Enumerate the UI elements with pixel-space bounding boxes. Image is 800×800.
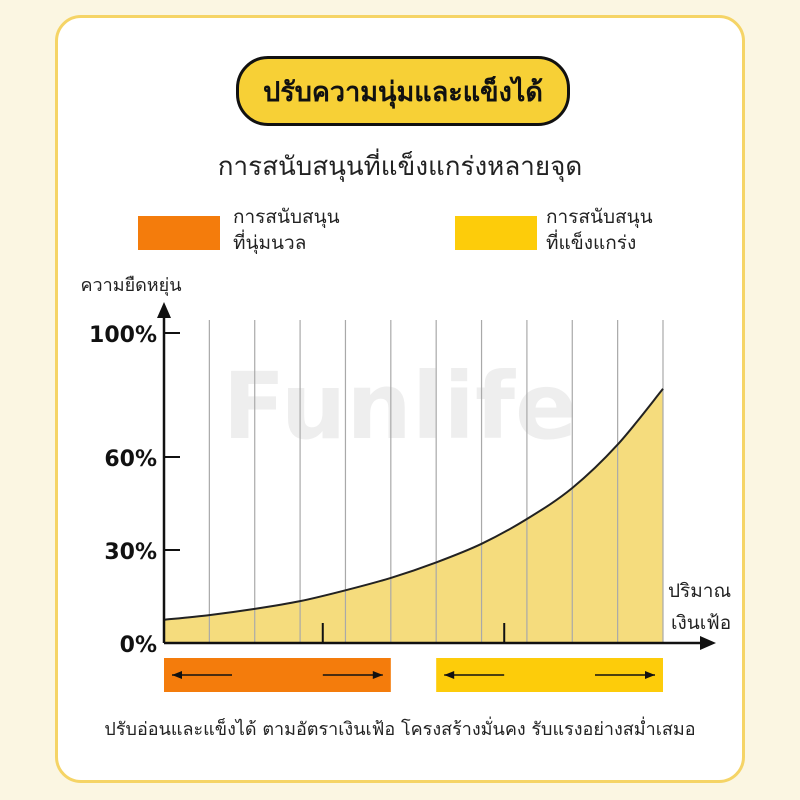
x-axis-arrow xyxy=(700,636,716,650)
y-tick-label-3: 100% xyxy=(89,323,157,348)
page-title: ปรับความนุ่มและแข็งได้ xyxy=(263,76,543,108)
card-frame xyxy=(55,15,745,783)
legend-firm-line2: ที่แข็งแกร่ง xyxy=(546,232,637,254)
legend-label-firm: การสนับสนุน ที่แข็งแกร่ง xyxy=(546,204,653,256)
legend-soft-line1: การสนับสนุน xyxy=(233,206,340,228)
y-tick-label-0: 0% xyxy=(120,633,157,658)
y-axis-arrow xyxy=(157,302,171,318)
range-arrow-right-head-soft xyxy=(372,671,383,679)
x-axis-title-line2: เงินเฟ้อ xyxy=(671,612,731,634)
y-tick-label-1: 30% xyxy=(104,540,157,565)
y-tick-label-2: 60% xyxy=(104,447,157,472)
elasticity-curve xyxy=(163,388,664,621)
footer-caption: ปรับอ่อนและแข็งได้ ตามอัตราเงินเฟ้อ โครง… xyxy=(104,719,696,740)
page-subtitle: การสนับสนุนที่แข็งแกร่งหลายจุด xyxy=(217,152,583,182)
area-fill xyxy=(164,388,663,643)
title-badge: ปรับความนุ่มและแข็งได้ xyxy=(236,56,570,126)
legend-swatch-soft xyxy=(138,216,220,250)
legend-label-soft: การสนับสนุน ที่นุ่มนวล xyxy=(233,204,340,256)
legend-swatch-firm xyxy=(455,216,537,250)
legend-firm-line1: การสนับสนุน xyxy=(546,206,653,228)
x-axis-title-line1: ปริมาณ xyxy=(668,580,731,602)
range-arrow-left-head-firm xyxy=(444,671,455,679)
watermark-text: Funlife xyxy=(223,353,578,460)
range-arrow-right-head-firm xyxy=(645,671,655,679)
y-axis-title: ความยืดหยุ่น xyxy=(80,275,181,296)
range-arrow-left-head-soft xyxy=(172,671,182,679)
legend-soft-line2: ที่นุ่มนวล xyxy=(233,232,307,254)
